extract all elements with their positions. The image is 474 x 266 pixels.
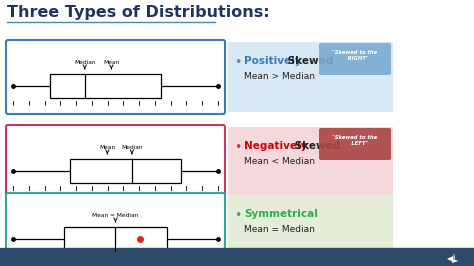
FancyBboxPatch shape <box>319 43 391 75</box>
Text: Three Types of Distributions:: Three Types of Distributions: <box>7 5 270 20</box>
Text: •: • <box>234 209 241 222</box>
Text: "Skewed to the
   RIGHT": "Skewed to the RIGHT" <box>332 50 378 61</box>
Bar <box>64 227 167 251</box>
Text: •: • <box>234 56 241 69</box>
Text: Skewed: Skewed <box>284 56 333 66</box>
Bar <box>443 253 461 263</box>
Text: Mean < Median: Mean < Median <box>244 157 315 166</box>
Text: Negatively: Negatively <box>244 141 307 151</box>
Text: ►: ► <box>452 256 458 264</box>
Text: Symmetrical: Symmetrical <box>244 209 318 219</box>
Text: Skewed: Skewed <box>291 141 340 151</box>
Text: "Skewed to the
     LEFT": "Skewed to the LEFT" <box>332 135 378 146</box>
FancyBboxPatch shape <box>6 125 225 199</box>
FancyBboxPatch shape <box>6 40 225 114</box>
Text: ◀): ◀) <box>447 253 457 263</box>
Bar <box>0 248 474 266</box>
Text: Mean: Mean <box>103 60 119 65</box>
Text: Mean = Median: Mean = Median <box>92 213 138 218</box>
FancyBboxPatch shape <box>228 42 393 112</box>
FancyBboxPatch shape <box>6 193 225 266</box>
Text: •: • <box>234 141 241 154</box>
Text: Median: Median <box>121 145 143 150</box>
Text: Mean = Median: Mean = Median <box>244 225 315 234</box>
Text: Positively: Positively <box>244 56 301 66</box>
FancyBboxPatch shape <box>228 127 393 197</box>
FancyBboxPatch shape <box>319 128 391 160</box>
Text: Mean > Median: Mean > Median <box>244 72 315 81</box>
Bar <box>50 74 161 98</box>
Bar <box>71 159 181 183</box>
Text: Median: Median <box>74 60 95 65</box>
Text: Mean: Mean <box>99 145 115 150</box>
FancyBboxPatch shape <box>228 195 393 265</box>
